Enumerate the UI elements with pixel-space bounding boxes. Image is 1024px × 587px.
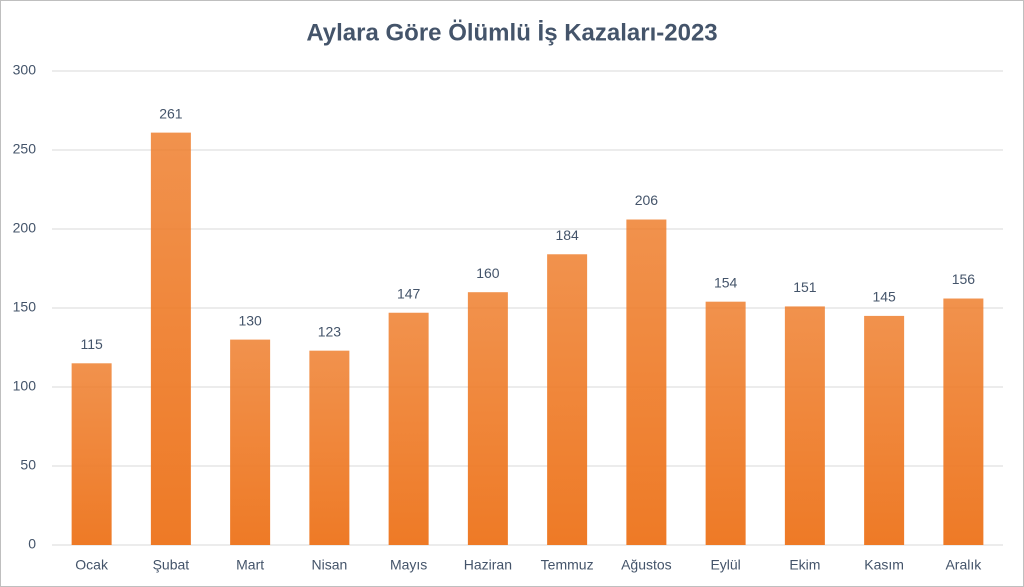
data-label: 145 <box>872 289 896 305</box>
bar <box>784 306 825 545</box>
x-tick-label: Mayıs <box>390 557 427 573</box>
bar <box>626 219 667 545</box>
x-tick-label: Ekim <box>789 557 820 573</box>
y-tick-label: 250 <box>13 141 37 157</box>
y-tick-label: 50 <box>20 457 36 473</box>
x-tick-label: Eylül <box>710 557 740 573</box>
data-label: 154 <box>714 274 738 290</box>
x-tick-label: Haziran <box>464 557 512 573</box>
data-label: 160 <box>476 265 500 281</box>
x-tick-label: Kasım <box>864 557 904 573</box>
y-tick-label: 150 <box>13 299 37 315</box>
chart-title: Aylara Göre Ölümlü İş Kazaları-2023 <box>306 19 717 46</box>
data-label: 151 <box>793 279 817 295</box>
y-tick-label: 0 <box>28 536 36 552</box>
bar <box>150 132 191 545</box>
bar <box>71 363 112 545</box>
data-label: 261 <box>159 105 183 121</box>
data-label: 130 <box>238 312 262 328</box>
bar <box>943 298 984 545</box>
data-label: 206 <box>635 192 659 208</box>
bar <box>864 315 905 545</box>
x-tick-label: Mart <box>236 557 264 573</box>
x-tick-label: Ocak <box>75 557 109 573</box>
data-label: 184 <box>555 227 579 243</box>
bar <box>309 350 350 545</box>
x-tick-label: Şubat <box>153 557 190 573</box>
x-tick-label: Nisan <box>311 557 347 573</box>
bar <box>230 339 271 545</box>
bar <box>388 312 429 545</box>
y-tick-label: 100 <box>13 378 37 394</box>
data-label: 123 <box>318 323 342 339</box>
x-tick-label: Ağustos <box>621 557 672 573</box>
data-label: 156 <box>952 271 976 287</box>
x-tick-label: Aralık <box>945 557 982 573</box>
data-label: 147 <box>397 285 421 301</box>
y-tick-label: 300 <box>13 62 37 78</box>
y-tick-label: 200 <box>13 220 37 236</box>
data-label: 115 <box>80 336 103 352</box>
bar <box>467 292 508 545</box>
bar <box>705 301 746 545</box>
bar <box>547 254 588 545</box>
x-tick-label: Temmuz <box>541 557 594 573</box>
